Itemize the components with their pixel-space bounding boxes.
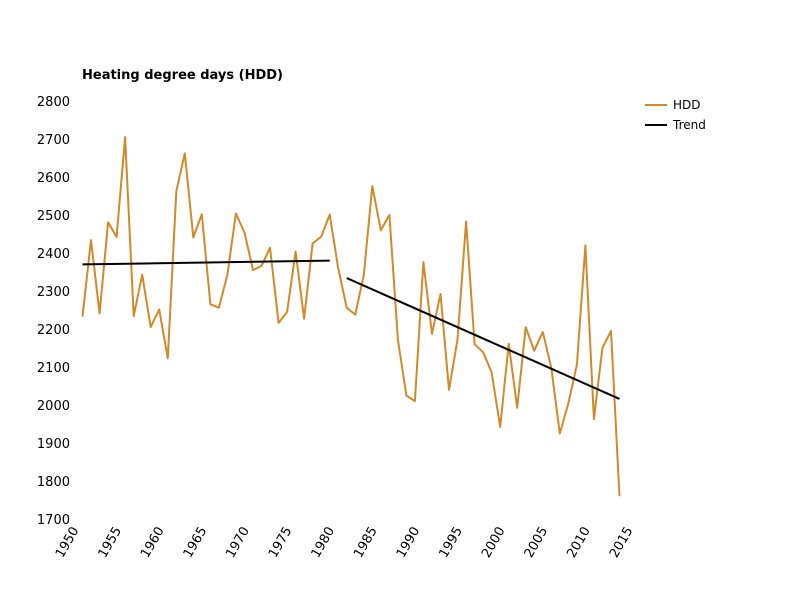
legend-label-hdd: HDD [673,98,701,112]
x-tick-label: 1985 [351,525,381,561]
x-tick-label: 2010 [564,525,594,561]
x-tick-label: 2005 [522,525,552,561]
x-tick-label: 2015 [607,525,637,561]
y-tick-label: 1800 [37,475,70,490]
x-tick-label: 1975 [266,525,296,561]
x-tick-label: 1980 [309,525,339,561]
y-tick-label: 2500 [37,209,70,224]
x-tick-label: 1950 [53,525,83,561]
y-tick-label: 2700 [37,133,70,148]
y-tick-label: 1900 [37,437,70,452]
x-tick-label: 1960 [138,525,168,561]
y-tick-label: 2100 [37,361,70,376]
x-tick-label: 1965 [181,525,211,561]
y-tick-label: 2800 [37,95,70,110]
x-tick-label: 2000 [479,525,509,561]
y-tick-label: 2200 [37,323,70,338]
series-line-hdd [81,136,621,497]
y-tick-label: 2000 [37,399,70,414]
y-axis-title: Heating degree days (HDD) [82,68,283,83]
y-tick-label: 2400 [37,247,70,262]
x-tick-label: 1995 [436,525,466,561]
x-tick-label: 1955 [96,525,126,561]
legend-label-trend: Trend [672,118,706,132]
y-tick-label: 1700 [37,513,70,528]
x-tick-label: 1990 [394,525,424,561]
x-tick-label: 1970 [223,525,253,561]
trend-line-segment-1 [82,259,330,266]
y-tick-label: 2600 [37,171,70,186]
legend: HDD Trend [645,98,706,132]
y-tick-label: 2300 [37,285,70,300]
trend-line-segment-2 [346,277,620,400]
